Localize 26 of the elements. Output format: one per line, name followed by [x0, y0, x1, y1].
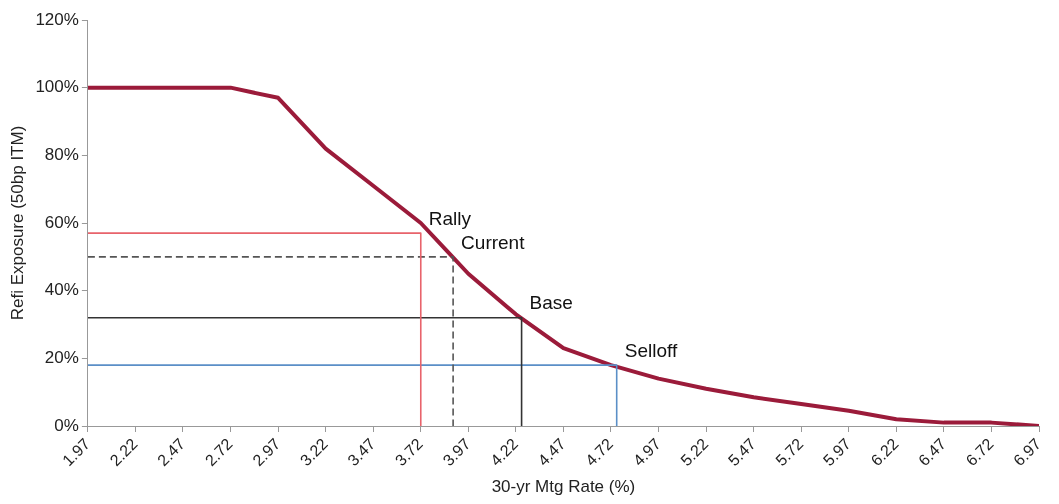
x-tick-label: 6.47 [915, 434, 950, 470]
y-tick-label: 20% [44, 348, 79, 368]
x-tick-label: 5.72 [772, 434, 807, 470]
y-tick-label: 40% [44, 280, 79, 300]
y-tick-label: 100% [35, 77, 79, 97]
annotation: Selloff [624, 339, 678, 361]
x-tick-label: 2.22 [106, 434, 141, 470]
annotation: Base [529, 292, 573, 314]
x-tick-label: 6.72 [962, 434, 997, 470]
annotation: Rally [428, 207, 472, 229]
y-tick-label: 60% [44, 212, 79, 232]
x-tick-label: 3.72 [391, 434, 427, 470]
x-tick-label: 6.22 [867, 434, 902, 470]
x-tick-label: 4.47 [534, 434, 569, 470]
y-tick-label: 0% [54, 415, 79, 435]
y-tick-label: 120% [35, 9, 79, 29]
x-axis-title: 30-yr Mtg Rate (%) [491, 477, 636, 497]
y-axis-title: Refi Exposure (50bp ITM) [7, 125, 27, 321]
x-tick-label: 4.22 [487, 434, 522, 470]
x-tick-label: 5.22 [677, 434, 712, 470]
x-tick-label: 3.22 [296, 434, 331, 470]
x-tick-label: 6.97 [1010, 434, 1045, 470]
annotation: Current [461, 231, 526, 253]
x-tick-label: 4.72 [582, 434, 617, 470]
x-tick-label: 4.97 [629, 434, 664, 470]
y-tick-label: 80% [44, 145, 79, 165]
